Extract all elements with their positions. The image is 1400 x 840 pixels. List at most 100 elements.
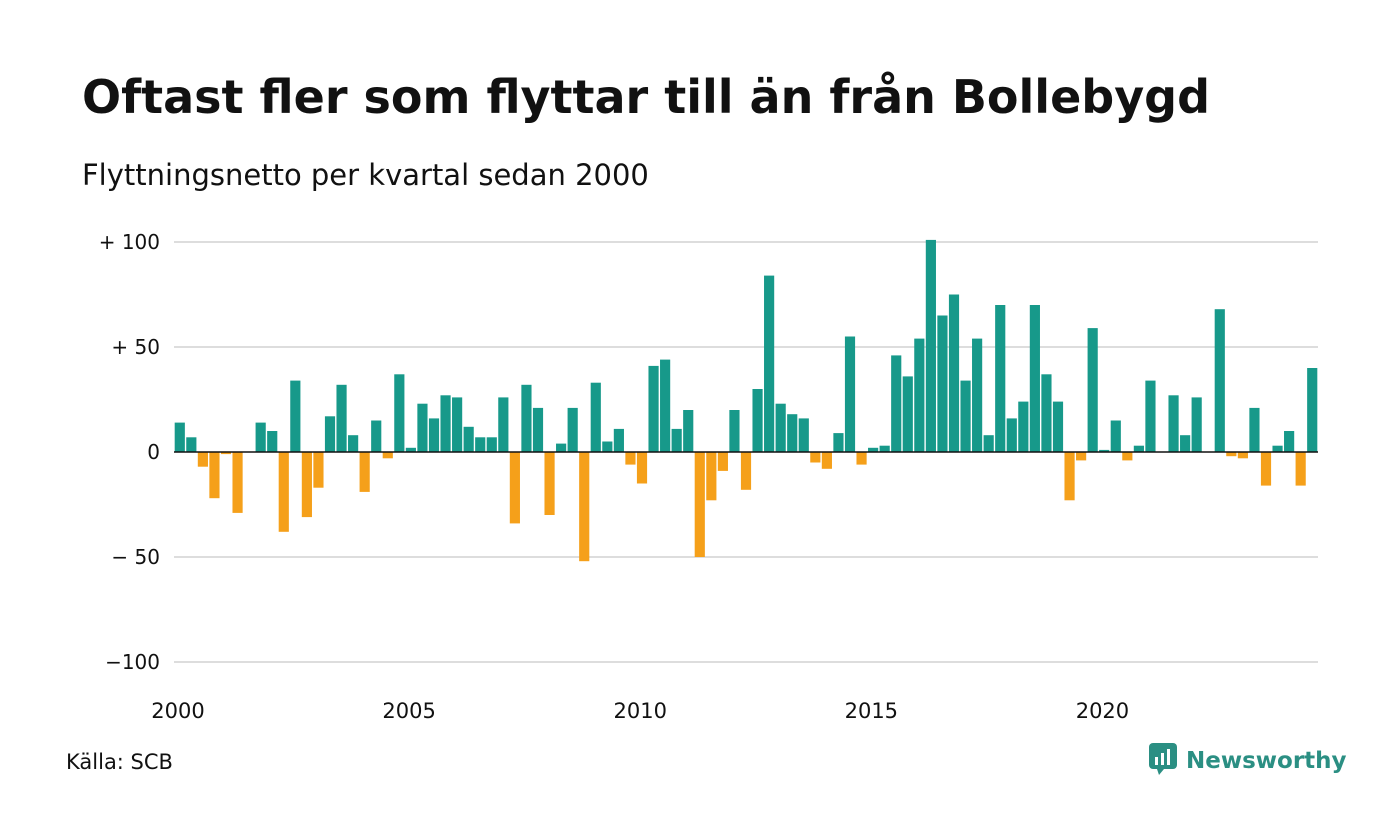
x-tick-label: 2020 [1076,699,1129,723]
bar [382,452,393,459]
source-note: Källa: SCB [66,750,173,774]
bar [683,410,694,452]
x-tick-label: 2010 [613,699,666,723]
bar [1133,445,1144,452]
bar [948,294,960,452]
bar [1145,380,1156,452]
bar [671,428,682,452]
bar [209,452,220,499]
newsworthy-logo-icon [1148,742,1178,780]
bar [1052,401,1064,452]
bar [648,365,659,452]
bar [902,376,913,452]
bar [995,305,1006,452]
bar [1272,445,1283,452]
bar [394,374,405,452]
bar [1226,452,1237,457]
bar [186,437,197,452]
bar [764,275,775,452]
bars [174,239,1318,562]
bar [868,447,879,452]
bar [891,355,902,452]
bar [532,407,544,452]
bar [613,428,624,452]
bar [1099,449,1110,452]
bar [1029,305,1040,452]
bar [440,395,451,452]
bar [752,389,763,452]
bar [255,422,266,452]
bar [937,315,948,452]
bar [290,380,301,452]
bar [1087,328,1098,452]
bar [810,452,821,463]
bar [660,359,671,452]
bar [717,452,728,471]
bar [729,410,740,452]
bar [821,452,832,469]
bar [1064,452,1075,501]
bar [706,452,717,501]
bar [452,397,463,452]
bar [301,452,312,518]
bar [960,380,971,452]
bar [579,452,590,562]
x-tick-label: 2015 [845,699,898,723]
bar [556,443,567,452]
bar [1110,420,1121,452]
bar [694,452,705,557]
bar [1018,401,1029,452]
bar [1168,395,1179,452]
y-tick-label: −100 [105,650,160,674]
bar [463,426,474,452]
bar [220,452,232,455]
bar [313,452,324,488]
bar [359,452,370,492]
bar [1307,368,1318,452]
bar [348,435,359,452]
bar [1260,452,1272,486]
bar [914,338,925,452]
bar [567,407,578,452]
chart-title: Oftast fler som flyttar till än från Bol… [82,70,1211,124]
bar [232,452,243,513]
y-tick-label: 0 [147,440,160,464]
bar [371,420,382,452]
bar [740,452,752,490]
bar [197,452,208,467]
bar [983,435,994,452]
bar [1180,435,1191,452]
bar [1295,452,1306,486]
bar [1284,431,1295,452]
bar [174,422,185,452]
bar [798,418,809,452]
bar [428,418,440,452]
x-tick-label: 2000 [151,699,204,723]
bar [267,431,278,452]
bar [1122,452,1133,461]
bar [417,403,428,452]
bar [486,437,497,452]
bar [925,239,936,452]
y-tick-label: + 50 [111,335,160,359]
chart-subtitle: Flyttningsnetto per kvartal sedan 2000 [82,158,649,192]
bar [336,384,347,452]
brand-logo[interactable]: Newsworthy [1148,742,1347,780]
bar [324,416,336,452]
bar [590,382,601,452]
bar [1006,418,1017,452]
bar [278,452,289,532]
bar [833,433,844,452]
bar [879,445,890,452]
bar [1041,374,1052,452]
grid-lines [174,241,1318,663]
brand-name: Newsworthy [1186,748,1347,774]
bar [405,447,416,452]
bar [509,452,520,524]
bar [498,397,509,452]
bar [1191,397,1202,452]
bar [1237,452,1248,459]
y-tick-label: − 50 [111,545,160,569]
